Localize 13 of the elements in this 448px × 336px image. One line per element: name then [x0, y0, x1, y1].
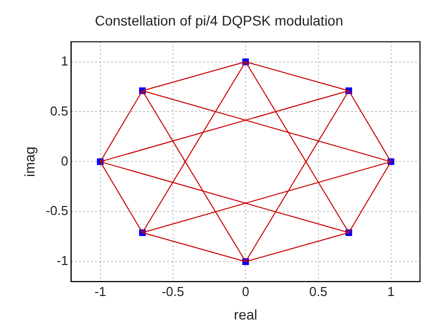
y-tick-label: 0: [60, 153, 68, 168]
y-tick-label: 0.5: [50, 103, 68, 118]
y-tick-label: 1: [60, 53, 68, 68]
x-tick-label: 0: [242, 284, 250, 299]
x-axis-title: real: [234, 306, 258, 322]
x-tick-label: -0.5: [162, 284, 184, 299]
x-tick-label: -1: [94, 284, 106, 299]
x-tick-label: 0.5: [309, 284, 328, 299]
y-axis-title: imag: [21, 146, 38, 177]
chart-title: Constellation of pi/4 DQPSK modulation: [94, 12, 344, 28]
y-tick-label: -1: [56, 253, 68, 268]
x-tick-label: 1: [387, 284, 395, 299]
y-tick-label: -0.5: [46, 203, 68, 218]
